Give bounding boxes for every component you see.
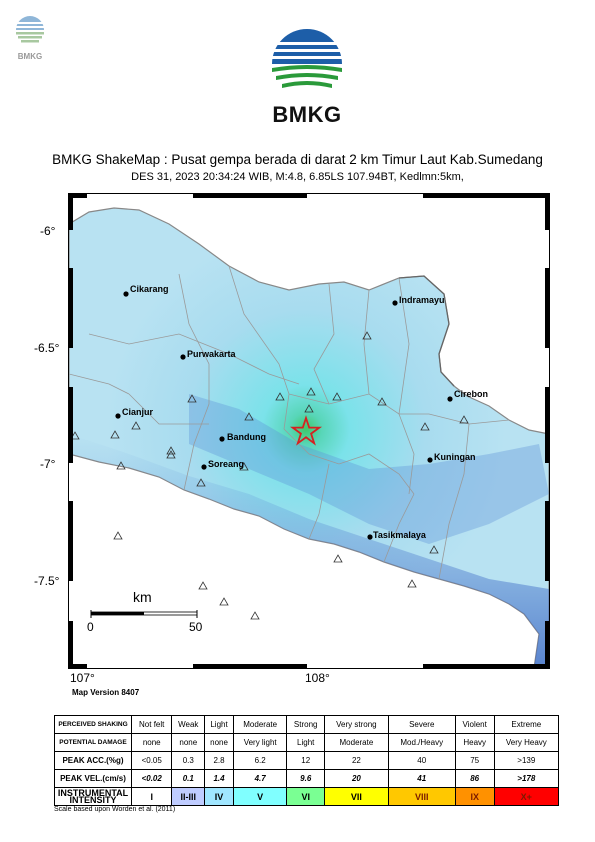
small-logo-text: BMKG bbox=[17, 52, 43, 61]
legend-row-acc: PEAK ACC.(%g) <0.05 0.3 2.8 6.2 12 22 40… bbox=[54, 751, 560, 770]
legend-cell: Violent bbox=[454, 715, 495, 734]
intensity-cell: X+ bbox=[493, 787, 560, 806]
bmkg-small-logo-icon bbox=[16, 16, 44, 43]
place-label: Kuningan bbox=[434, 452, 476, 462]
legend-row-label: POTENTIAL DAMAGE bbox=[54, 733, 132, 752]
legend-row-damage: POTENTIAL DAMAGE none none none Very lig… bbox=[54, 733, 560, 752]
legend-cell: 1.4 bbox=[204, 769, 234, 788]
legend-cell: Mod./Heavy bbox=[387, 733, 456, 752]
place-label: Cirebon bbox=[454, 389, 489, 399]
legend-cell: Moderate bbox=[232, 715, 288, 734]
legend-row-intensity: INSTRUMENTAL INTENSITY I II-III IV V VI … bbox=[54, 787, 560, 806]
legend-cell: Weak bbox=[171, 715, 206, 734]
place-label: Purwakarta bbox=[187, 349, 236, 359]
place-label: Cianjur bbox=[122, 407, 154, 417]
intensity-legend: PERCEIVED SHAKING Not felt Weak Light Mo… bbox=[54, 715, 560, 806]
legend-cell: 2.8 bbox=[204, 751, 234, 770]
legend-cell: 41 bbox=[387, 769, 456, 788]
legend-cell: 22 bbox=[324, 751, 389, 770]
legend-cell: Heavy bbox=[454, 733, 495, 752]
map-subtitle: DES 31, 2023 20:34:24 WIB, M:4.8, 6.85LS… bbox=[131, 171, 464, 183]
intensity-cell: VIII bbox=[387, 787, 456, 806]
place-label: Soreang bbox=[208, 459, 245, 469]
legend-cell: none bbox=[204, 733, 234, 752]
lon-tick: 108° bbox=[305, 671, 330, 685]
legend-cell: 20 bbox=[324, 769, 389, 788]
intensity-cell: IX bbox=[454, 787, 495, 806]
legend-row-label: PEAK ACC.(%g) bbox=[54, 751, 132, 770]
bmkg-small-logo: BMKG bbox=[10, 8, 50, 61]
intensity-cell: VI bbox=[286, 787, 326, 806]
legend-cell: 6.2 bbox=[232, 751, 288, 770]
bmkg-logo: BMKG bbox=[262, 28, 352, 128]
intensity-cell: II-III bbox=[171, 787, 206, 806]
legend-row-vel: PEAK VEL.(cm/s) <0.02 0.1 1.4 4.7 9.6 20… bbox=[54, 769, 560, 788]
legend-row-label: PERCEIVED SHAKING bbox=[54, 715, 132, 734]
map-title: BMKG ShakeMap : Pusat gempa berada di da… bbox=[52, 152, 543, 167]
legend-cell: 40 bbox=[387, 751, 456, 770]
legend-cell: 9.6 bbox=[286, 769, 326, 788]
legend-cell: Moderate bbox=[324, 733, 389, 752]
place-label: Indramayu bbox=[399, 295, 445, 305]
legend-cell: <0.02 bbox=[130, 769, 173, 788]
legend-cell: Not felt bbox=[130, 715, 173, 734]
legend-row-label: PEAK VEL.(cm/s) bbox=[54, 769, 132, 788]
legend-cell: Severe bbox=[387, 715, 456, 734]
legend-cell: >139 bbox=[493, 751, 560, 770]
place-label: Cikarang bbox=[130, 284, 169, 294]
epicenter-star-icon bbox=[289, 415, 323, 446]
legend-cell: 0.1 bbox=[171, 769, 206, 788]
legend-cell: Very Heavy bbox=[493, 733, 560, 752]
intensity-cell: VII bbox=[324, 787, 389, 806]
scale-end: 50 bbox=[189, 620, 203, 634]
lat-tick: -7.5° bbox=[34, 574, 60, 588]
legend-cell: Very strong bbox=[324, 715, 389, 734]
bmkg-logo-icon bbox=[272, 29, 342, 88]
legend-cell: none bbox=[130, 733, 173, 752]
legend-cell: 86 bbox=[454, 769, 495, 788]
legend-cell: Light bbox=[204, 715, 234, 734]
legend-row-label: INSTRUMENTAL INTENSITY bbox=[54, 787, 132, 806]
lat-tick: -7° bbox=[40, 457, 56, 471]
intensity-cell: I bbox=[130, 787, 173, 806]
lat-tick: -6.5° bbox=[34, 341, 60, 355]
intensity-cell: V bbox=[232, 787, 288, 806]
legend-cell: 75 bbox=[454, 751, 495, 770]
legend-row-shaking: PERCEIVED SHAKING Not felt Weak Light Mo… bbox=[54, 715, 560, 734]
lat-tick: -6° bbox=[40, 224, 56, 238]
legend-cell: Very light bbox=[232, 733, 288, 752]
legend-cell: Strong bbox=[286, 715, 326, 734]
map-version: Map Version 8407 bbox=[72, 688, 140, 697]
lon-tick: 107° bbox=[70, 671, 95, 685]
scale-start: 0 bbox=[87, 620, 94, 634]
place-label: Tasikmalaya bbox=[373, 530, 426, 540]
legend-cell: <0.05 bbox=[130, 751, 173, 770]
legend-cell: >178 bbox=[493, 769, 560, 788]
intensity-cell: IV bbox=[204, 787, 234, 806]
scale-unit: km bbox=[133, 589, 152, 605]
legend-cell: Light bbox=[286, 733, 326, 752]
legend-cell: none bbox=[171, 733, 206, 752]
scale-credit: Scale based upon Worden et al. (2011) bbox=[54, 806, 176, 813]
legend-cell: 12 bbox=[286, 751, 326, 770]
legend-cell: 0.3 bbox=[171, 751, 206, 770]
legend-cell: Extreme bbox=[493, 715, 560, 734]
shakemap: Cikarang Indramayu Purwakarta Cirebon Ci… bbox=[68, 193, 550, 669]
place-label: Bandung bbox=[227, 432, 266, 442]
legend-cell: 4.7 bbox=[232, 769, 288, 788]
shakemap-canvas bbox=[69, 194, 549, 668]
logo-text: BMKG bbox=[272, 102, 342, 127]
